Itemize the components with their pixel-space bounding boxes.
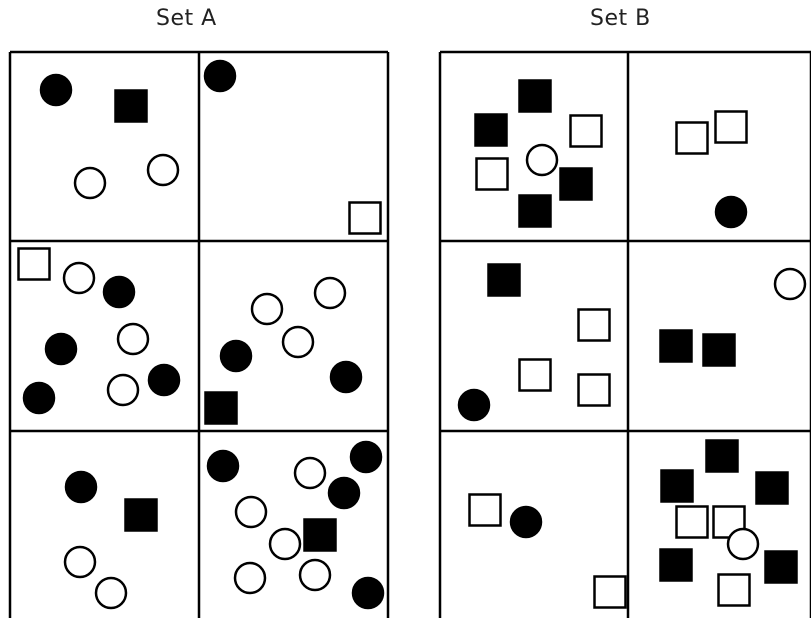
hollow-square xyxy=(675,505,709,539)
hollow-circle xyxy=(62,261,96,295)
filled-circle xyxy=(147,363,181,397)
panel-b2 xyxy=(675,110,748,229)
hollow-square xyxy=(475,157,509,191)
filled-square xyxy=(474,113,508,147)
filled-circle xyxy=(509,505,543,539)
filled-square xyxy=(755,471,789,505)
hollow-square xyxy=(593,575,627,609)
hollow-circle xyxy=(298,558,332,592)
filled-circle xyxy=(22,381,56,415)
filled-circle xyxy=(102,275,136,309)
hollow-circle xyxy=(73,166,107,200)
filled-square xyxy=(659,329,693,363)
hollow-circle xyxy=(268,527,302,561)
hollow-square xyxy=(714,110,748,144)
hollow-square xyxy=(348,201,382,235)
filled-circle xyxy=(714,195,748,229)
filled-square xyxy=(114,89,148,123)
filled-square xyxy=(487,263,521,297)
filled-circle xyxy=(44,332,78,366)
hollow-square xyxy=(577,308,611,342)
panel-a3 xyxy=(17,247,181,415)
hollow-square xyxy=(717,573,751,607)
filled-circle xyxy=(457,388,491,422)
hollow-square xyxy=(468,493,502,527)
filled-circle xyxy=(329,360,363,394)
hollow-square xyxy=(577,373,611,407)
filled-circle xyxy=(206,449,240,483)
hollow-circle xyxy=(106,373,140,407)
hollow-circle xyxy=(146,153,180,187)
filled-square xyxy=(124,498,158,532)
hollow-square xyxy=(17,247,51,281)
hollow-square xyxy=(569,114,603,148)
set-a-title: Set A xyxy=(156,6,217,31)
panel-b6 xyxy=(659,439,798,607)
filled-square xyxy=(705,439,739,473)
hollow-circle xyxy=(773,267,807,301)
filled-circle xyxy=(351,576,385,610)
filled-square xyxy=(659,548,693,582)
hollow-circle xyxy=(250,292,284,326)
hollow-square xyxy=(518,358,552,392)
set-b-title: Set B xyxy=(590,6,651,31)
panel-a2 xyxy=(203,59,382,235)
hollow-circle xyxy=(293,456,327,490)
panel-a1 xyxy=(39,73,180,200)
hollow-circle xyxy=(234,495,268,529)
filled-circle xyxy=(327,476,361,510)
panel-b3 xyxy=(457,263,611,422)
panel-b5 xyxy=(468,493,627,609)
filled-square xyxy=(702,333,736,367)
filled-square xyxy=(518,194,552,228)
hollow-circle xyxy=(525,143,559,177)
filled-square xyxy=(518,79,552,113)
filled-square xyxy=(764,550,798,584)
hollow-square xyxy=(675,121,709,155)
hollow-circle xyxy=(233,561,267,595)
hollow-circle xyxy=(726,527,760,561)
filled-circle xyxy=(349,440,383,474)
filled-circle xyxy=(39,73,73,107)
hollow-circle xyxy=(116,322,150,356)
set-b-grid xyxy=(438,50,811,618)
filled-square xyxy=(660,469,694,503)
filled-circle xyxy=(219,339,253,373)
hollow-circle xyxy=(63,545,97,579)
panel-a6 xyxy=(206,440,385,610)
hollow-circle xyxy=(281,325,315,359)
panel-a4 xyxy=(204,276,363,425)
panel-b4 xyxy=(659,267,807,367)
set-a-grid xyxy=(8,50,390,618)
filled-square xyxy=(204,391,238,425)
filled-circle xyxy=(64,470,98,504)
panel-a5 xyxy=(63,470,158,610)
filled-square xyxy=(559,167,593,201)
filled-circle xyxy=(203,59,237,93)
filled-square xyxy=(303,518,337,552)
hollow-circle xyxy=(313,276,347,310)
panel-b1 xyxy=(474,79,603,228)
hollow-circle xyxy=(94,576,128,610)
